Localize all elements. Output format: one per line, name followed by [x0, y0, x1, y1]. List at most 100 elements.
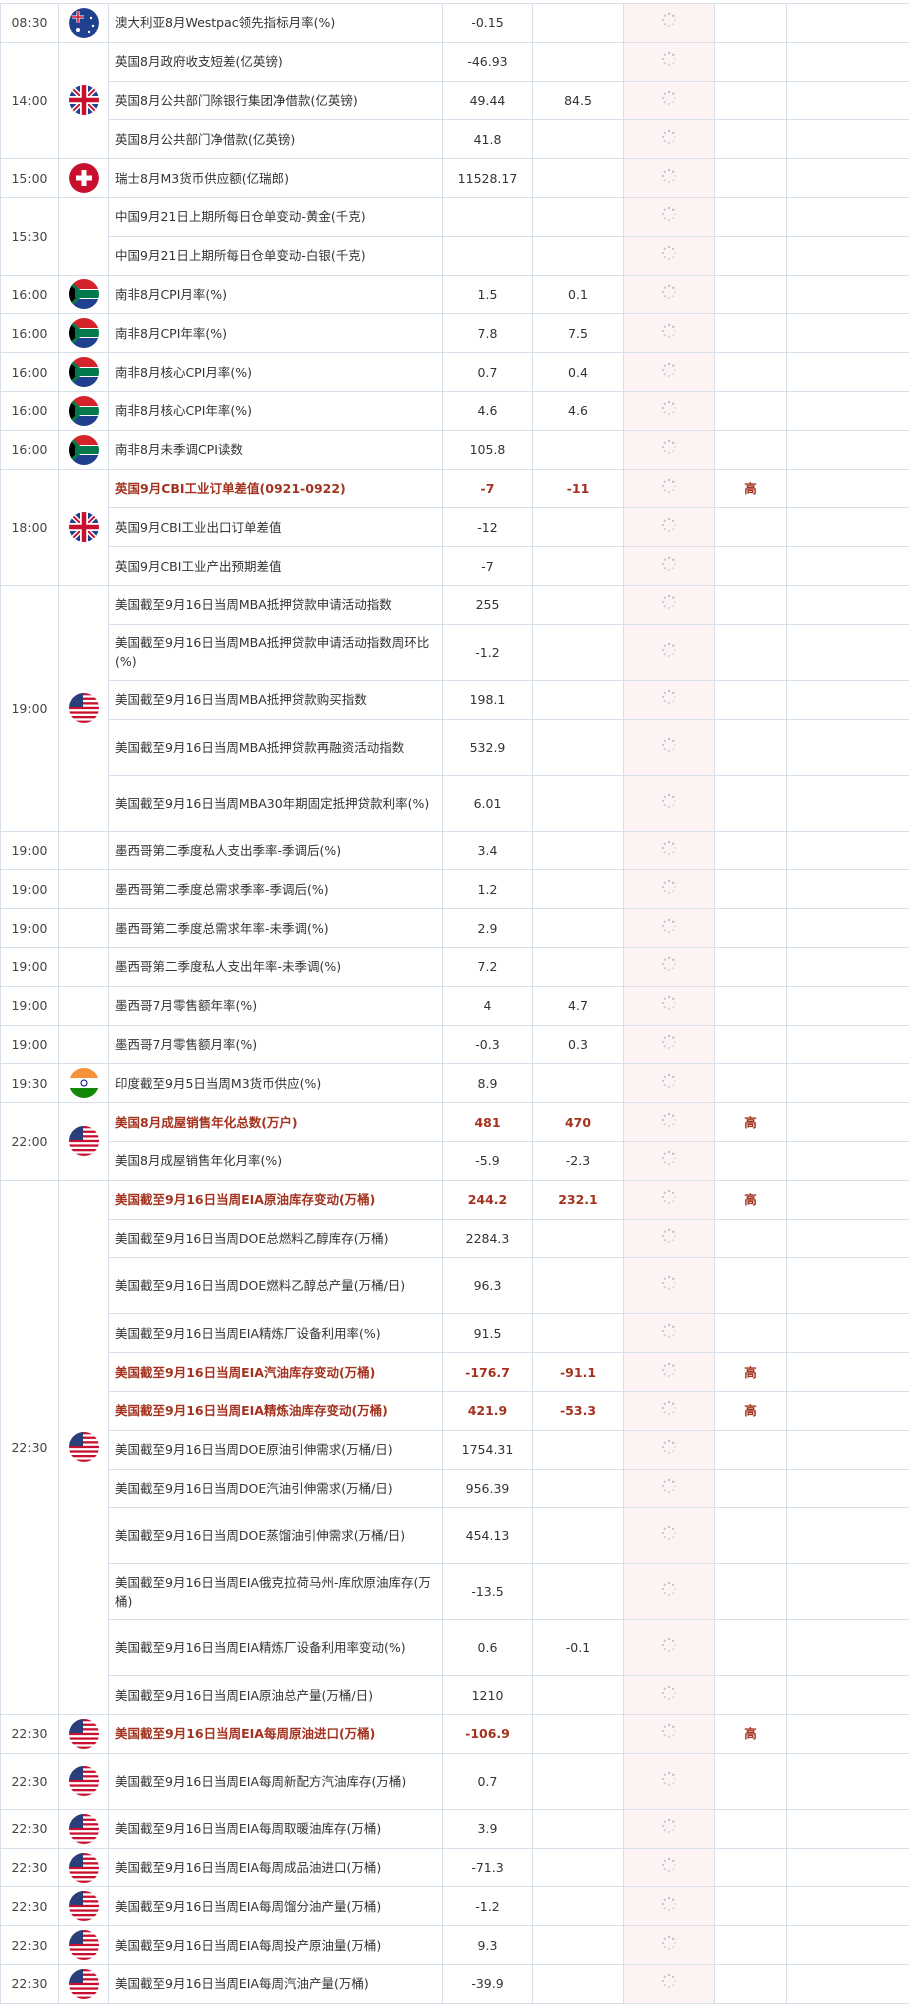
- event-row[interactable]: 美国截至9月16日当周EIA俄克拉荷马州-库欣原油库存(万桶)-13.5: [1, 1564, 909, 1620]
- event-name[interactable]: 英国8月公共部门净借款(亿英镑): [109, 120, 443, 159]
- event-name[interactable]: 南非8月CPI年率(%): [109, 314, 443, 353]
- event-row[interactable]: 英国9月CBI工业产出预期差值-7: [1, 547, 909, 586]
- event-name[interactable]: 美国截至9月16日当周MBA抵押贷款购买指数: [109, 680, 443, 719]
- event-name[interactable]: 美国截至9月16日当周DOE燃料乙醇总产量(万桶/日): [109, 1258, 443, 1314]
- event-name[interactable]: 美国截至9月16日当周EIA原油总产量(万桶/日): [109, 1676, 443, 1715]
- event-name[interactable]: 英国9月CBI工业出口订单差值: [109, 508, 443, 547]
- event-row[interactable]: 美国截至9月16日当周EIA精炼厂设备利用率(%)91.5: [1, 1314, 909, 1353]
- event-name[interactable]: 美国截至9月16日当周MBA抵押贷款申请活动指数: [109, 585, 443, 624]
- event-name[interactable]: 美国截至9月16日当周EIA每周取暖油库存(万桶): [109, 1809, 443, 1848]
- event-name[interactable]: 美国截至9月16日当周DOE汽油引伸需求(万桶/日): [109, 1469, 443, 1508]
- event-name[interactable]: 美国截至9月16日当周EIA原油库存变动(万桶): [109, 1180, 443, 1219]
- event-name[interactable]: 南非8月核心CPI月率(%): [109, 353, 443, 392]
- event-row[interactable]: 美国8月成屋销售年化月率(%)-5.9-2.3: [1, 1141, 909, 1180]
- event-name[interactable]: 美国截至9月16日当周EIA每周馏分油产量(万桶): [109, 1887, 443, 1926]
- event-name[interactable]: 英国9月CBI工业订单差值(0921-0922): [109, 469, 443, 508]
- event-row[interactable]: 美国截至9月16日当周DOE汽油引伸需求(万桶/日)956.39: [1, 1469, 909, 1508]
- event-name[interactable]: 中国9月21日上期所每日仓单变动-白银(千克): [109, 236, 443, 275]
- event-name[interactable]: 印度截至9月5日当周M3货币供应(%): [109, 1064, 443, 1103]
- event-name[interactable]: 美国截至9月16日当周DOE总燃料乙醇库存(万桶): [109, 1219, 443, 1258]
- event-name[interactable]: 澳大利亚8月Westpac领先指标月率(%): [109, 4, 443, 43]
- event-name[interactable]: 英国8月公共部门除银行集团净借款(亿英镑): [109, 81, 443, 120]
- event-row[interactable]: 英国9月CBI工业出口订单差值-12: [1, 508, 909, 547]
- event-name[interactable]: 墨西哥第二季度私人支出季率-季调后(%): [109, 831, 443, 870]
- event-name[interactable]: 墨西哥第二季度总需求季率-季调后(%): [109, 870, 443, 909]
- event-row[interactable]: 中国9月21日上期所每日仓单变动-白银(千克): [1, 236, 909, 275]
- event-name[interactable]: 美国截至9月16日当周EIA每周投产原油量(万桶): [109, 1926, 443, 1965]
- event-name[interactable]: 美国截至9月16日当周EIA精炼厂设备利用率(%): [109, 1314, 443, 1353]
- event-name[interactable]: 瑞士8月M3货币供应额(亿瑞郎): [109, 159, 443, 198]
- event-name[interactable]: 墨西哥第二季度总需求年率-未季调(%): [109, 909, 443, 948]
- event-row[interactable]: 美国截至9月16日当周DOE蒸馏油引伸需求(万桶/日)454.13: [1, 1508, 909, 1564]
- event-name[interactable]: 美国截至9月16日当周EIA每周原油进口(万桶): [109, 1715, 443, 1754]
- event-name[interactable]: 美国截至9月16日当周MBA30年期固定抵押贷款利率(%): [109, 775, 443, 831]
- event-name[interactable]: 美国截至9月16日当周EIA每周成品油进口(万桶): [109, 1848, 443, 1887]
- event-name[interactable]: 英国9月CBI工业产出预期差值: [109, 547, 443, 586]
- event-row[interactable]: 美国截至9月16日当周DOE总燃料乙醇库存(万桶)2284.3: [1, 1219, 909, 1258]
- event-name[interactable]: 美国截至9月16日当周DOE蒸馏油引伸需求(万桶/日): [109, 1508, 443, 1564]
- event-row[interactable]: 美国截至9月16日当周MBA30年期固定抵押贷款利率(%)6.01: [1, 775, 909, 831]
- event-name[interactable]: 中国9月21日上期所每日仓单变动-黄金(千克): [109, 197, 443, 236]
- event-name[interactable]: 墨西哥7月零售额月率(%): [109, 1025, 443, 1064]
- event-row[interactable]: 美国截至9月16日当周MBA抵押贷款申请活动指数周环比(%)-1.2: [1, 624, 909, 680]
- actual-value-cell: [624, 1620, 715, 1676]
- event-name[interactable]: 美国截至9月16日当周MBA抵押贷款再融资活动指数: [109, 719, 443, 775]
- event-name[interactable]: 南非8月未季调CPI读数: [109, 430, 443, 469]
- event-row[interactable]: 美国截至9月16日当周EIA原油总产量(万桶/日)1210: [1, 1676, 909, 1715]
- event-name[interactable]: 美国截至9月16日当周EIA每周新配方汽油库存(万桶): [109, 1753, 443, 1809]
- event-name[interactable]: 南非8月CPI月率(%): [109, 275, 443, 314]
- event-name[interactable]: 南非8月核心CPI年率(%): [109, 391, 443, 430]
- event-row[interactable]: 美国截至9月16日当周EIA精炼厂设备利用率变动(%)0.6-0.1: [1, 1620, 909, 1676]
- event-row[interactable]: 美国截至9月16日当周DOE燃料乙醇总产量(万桶/日)96.3: [1, 1258, 909, 1314]
- event-name[interactable]: 英国8月政府收支短差(亿英镑): [109, 42, 443, 81]
- event-row[interactable]: 英国8月公共部门净借款(亿英镑)41.8: [1, 120, 909, 159]
- event-name[interactable]: 墨西哥第二季度私人支出年率-未季调(%): [109, 947, 443, 986]
- event-name[interactable]: 美国截至9月16日当周MBA抵押贷款申请活动指数周环比(%): [109, 624, 443, 680]
- event-name[interactable]: 美国截至9月16日当周EIA每周汽油产量(万桶): [109, 1965, 443, 2004]
- event-name[interactable]: 美国截至9月16日当周EIA汽油库存变动(万桶): [109, 1353, 443, 1392]
- importance: [715, 585, 787, 624]
- event-name[interactable]: 美国截至9月16日当周EIA精炼厂设备利用率变动(%): [109, 1620, 443, 1676]
- event-name[interactable]: 美国截至9月16日当周EIA俄克拉荷马州-库欣原油库存(万桶): [109, 1564, 443, 1620]
- event-name[interactable]: 美国截至9月16日当周EIA精炼油库存变动(万桶): [109, 1391, 443, 1430]
- loading-spinner-icon: [661, 1038, 677, 1053]
- event-name[interactable]: 美国截至9月16日当周DOE原油引伸需求(万桶/日): [109, 1430, 443, 1469]
- event-name[interactable]: 墨西哥7月零售额年率(%): [109, 986, 443, 1025]
- india-flag-icon: [59, 1064, 109, 1103]
- event-name[interactable]: 美国8月成屋销售年化月率(%): [109, 1141, 443, 1180]
- event-name[interactable]: 美国8月成屋销售年化总数(万户): [109, 1103, 443, 1142]
- event-row[interactable]: 美国截至9月16日当周DOE原油引伸需求(万桶/日)1754.31: [1, 1430, 909, 1469]
